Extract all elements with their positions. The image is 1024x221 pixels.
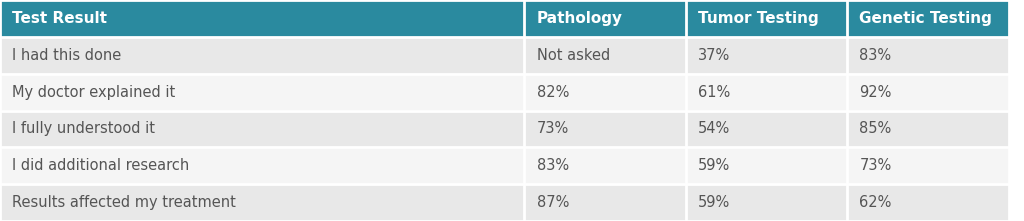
Bar bbox=[0, 74, 524, 110]
Text: I had this done: I had this done bbox=[12, 48, 122, 63]
Bar bbox=[0, 0, 524, 37]
Text: Not asked: Not asked bbox=[537, 48, 610, 63]
Text: 83%: 83% bbox=[537, 158, 568, 173]
Text: 82%: 82% bbox=[537, 85, 569, 100]
Text: Tumor Testing: Tumor Testing bbox=[698, 11, 818, 26]
Bar bbox=[524, 0, 686, 37]
Bar bbox=[524, 110, 686, 147]
Text: 92%: 92% bbox=[859, 85, 892, 100]
Bar bbox=[686, 37, 847, 74]
Text: Test Result: Test Result bbox=[12, 11, 108, 26]
Bar bbox=[686, 110, 847, 147]
Text: Results affected my treatment: Results affected my treatment bbox=[12, 195, 236, 210]
Text: 59%: 59% bbox=[698, 195, 730, 210]
Text: 59%: 59% bbox=[698, 158, 730, 173]
Bar bbox=[686, 0, 847, 37]
Bar bbox=[847, 184, 1009, 221]
Bar bbox=[847, 147, 1009, 184]
Text: 83%: 83% bbox=[859, 48, 892, 63]
Text: 87%: 87% bbox=[537, 195, 569, 210]
Bar bbox=[0, 147, 524, 184]
Text: Pathology: Pathology bbox=[537, 11, 623, 26]
Bar bbox=[847, 74, 1009, 110]
Bar bbox=[686, 184, 847, 221]
Text: 62%: 62% bbox=[859, 195, 892, 210]
Bar bbox=[524, 74, 686, 110]
Bar bbox=[847, 37, 1009, 74]
Bar bbox=[686, 147, 847, 184]
Bar bbox=[524, 37, 686, 74]
Bar bbox=[686, 74, 847, 110]
Text: 85%: 85% bbox=[859, 121, 892, 136]
Bar bbox=[524, 184, 686, 221]
Text: 73%: 73% bbox=[859, 158, 892, 173]
Text: 37%: 37% bbox=[698, 48, 730, 63]
Bar bbox=[0, 110, 524, 147]
Bar bbox=[524, 147, 686, 184]
Text: 73%: 73% bbox=[537, 121, 568, 136]
Text: 54%: 54% bbox=[698, 121, 730, 136]
Bar bbox=[847, 0, 1009, 37]
Bar bbox=[847, 110, 1009, 147]
Text: My doctor explained it: My doctor explained it bbox=[12, 85, 175, 100]
Text: I fully understood it: I fully understood it bbox=[12, 121, 155, 136]
Text: I did additional research: I did additional research bbox=[12, 158, 189, 173]
Text: 61%: 61% bbox=[698, 85, 730, 100]
Text: Genetic Testing: Genetic Testing bbox=[859, 11, 992, 26]
Bar bbox=[0, 184, 524, 221]
Bar bbox=[0, 37, 524, 74]
